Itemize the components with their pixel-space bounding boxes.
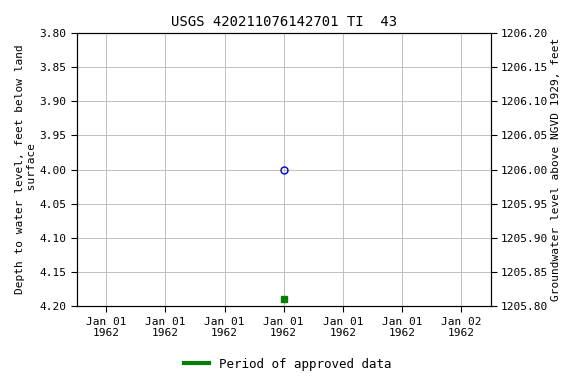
Y-axis label: Depth to water level, feet below land
 surface: Depth to water level, feet below land su… <box>15 45 37 295</box>
Legend: Period of approved data: Period of approved data <box>179 353 397 376</box>
Y-axis label: Groundwater level above NGVD 1929, feet: Groundwater level above NGVD 1929, feet <box>551 38 561 301</box>
Title: USGS 420211076142701 TI  43: USGS 420211076142701 TI 43 <box>170 15 397 29</box>
